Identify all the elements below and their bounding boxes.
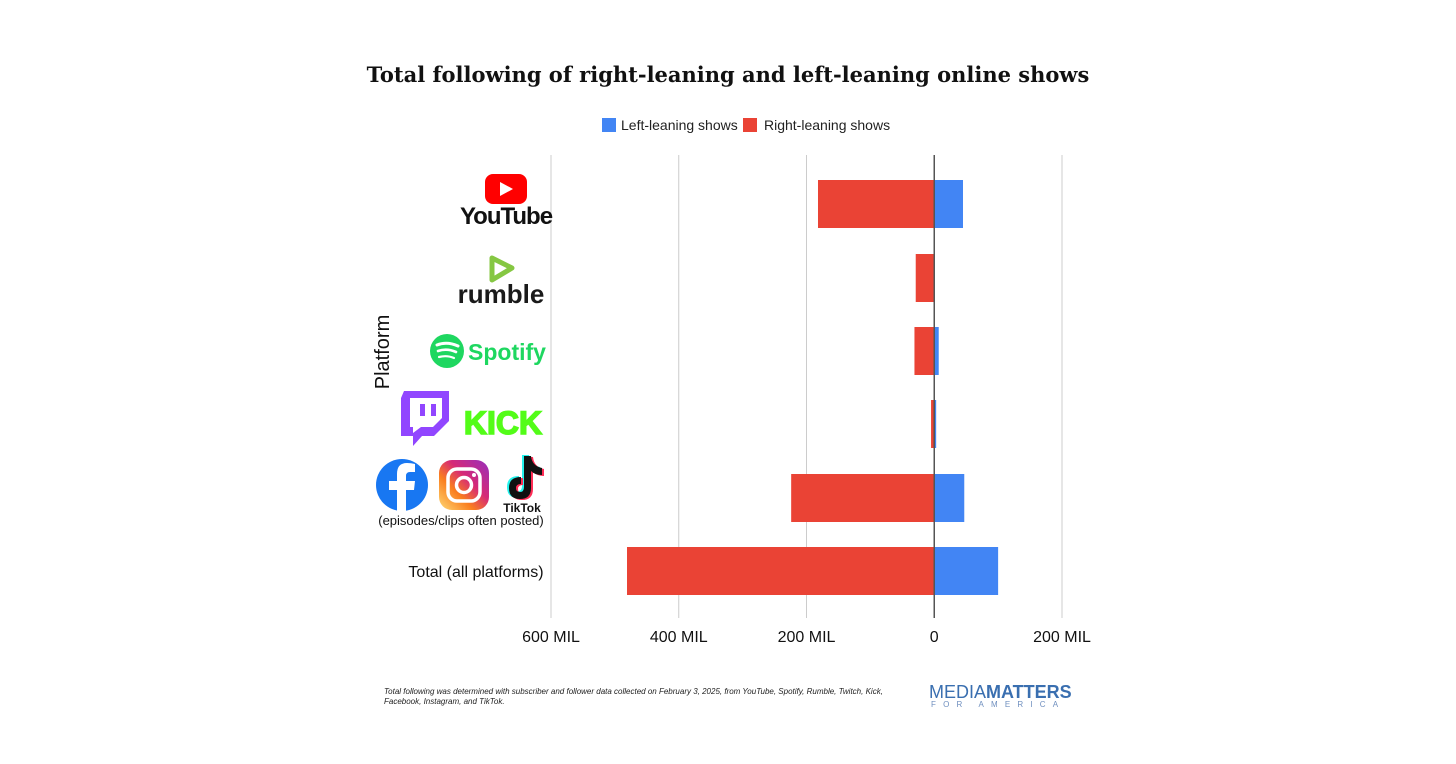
footnote-line-1: Total following was determined with subs… bbox=[384, 687, 883, 696]
gridlines bbox=[550, 155, 1063, 618]
bars bbox=[627, 180, 999, 595]
media-matters-logo: MEDIAMATTERS FOR AMERICA bbox=[929, 682, 1072, 709]
brand-wordmark: MEDIAMATTERS bbox=[929, 682, 1072, 702]
twitch-logo bbox=[401, 391, 449, 446]
bar-right-leaning bbox=[627, 547, 935, 595]
x-axis-ticks: 600 MIL 400 MIL 200 MIL 0 200 MIL bbox=[522, 629, 1091, 646]
x-tick-label: 400 MIL bbox=[650, 629, 708, 646]
bar-left-leaning bbox=[934, 327, 939, 375]
bar-right-leaning bbox=[931, 400, 935, 448]
footnote-line-2: Facebook, Instagram, and TikTok. bbox=[384, 697, 505, 706]
brand-media: MEDIA bbox=[929, 682, 986, 702]
bar-left-leaning bbox=[934, 180, 963, 228]
rumble-logo: rumble bbox=[458, 255, 545, 309]
spotify-logo: Spotify bbox=[430, 334, 546, 368]
brand-tagline: FOR AMERICA bbox=[931, 700, 1065, 709]
rumble-play-icon bbox=[489, 255, 515, 283]
bar-left-leaning bbox=[934, 547, 999, 595]
bar-right-leaning bbox=[915, 254, 935, 302]
legend-swatch-right bbox=[743, 118, 757, 132]
tiktok-logo: TikTok bbox=[503, 455, 544, 515]
bar-right-leaning bbox=[817, 180, 935, 228]
legend-label-right: Right-leaning shows bbox=[764, 117, 890, 133]
x-tick-label: 0 bbox=[930, 629, 939, 646]
facebook-logo bbox=[376, 459, 428, 511]
instagram-logo bbox=[439, 460, 489, 510]
kick-logo: KICK bbox=[463, 404, 543, 442]
youtube-wordmark: YouTube bbox=[460, 203, 553, 230]
brand-matters: MATTERS bbox=[986, 682, 1072, 702]
youtube-logo: YouTube bbox=[460, 174, 554, 230]
kick-wordmark: KICK bbox=[464, 405, 542, 441]
tiktok-icon bbox=[509, 456, 542, 499]
y-axis-label: Platform bbox=[372, 315, 394, 389]
x-tick-label: 600 MIL bbox=[522, 629, 580, 646]
rumble-wordmark: rumble bbox=[458, 279, 545, 309]
x-tick-label: 200 MIL bbox=[1033, 629, 1091, 646]
legend-label-left: Left-leaning shows bbox=[621, 117, 738, 133]
bar-left-leaning bbox=[934, 400, 937, 448]
category-subtitle: (episodes/clips often posted) bbox=[378, 513, 543, 528]
spotify-wordmark: Spotify bbox=[468, 339, 546, 365]
tiktok-wordmark: TikTok bbox=[503, 501, 541, 515]
chart-title: Total following of right-leaning and lef… bbox=[367, 62, 1090, 87]
bar-left-leaning bbox=[934, 474, 965, 522]
legend-swatch-left bbox=[602, 118, 616, 132]
x-tick-label: 200 MIL bbox=[778, 629, 836, 646]
bar-right-leaning bbox=[791, 474, 935, 522]
category-label-total: Total (all platforms) bbox=[408, 564, 543, 581]
legend: Left-leaning shows Right-leaning shows bbox=[602, 117, 890, 133]
bar-right-leaning bbox=[914, 327, 935, 375]
